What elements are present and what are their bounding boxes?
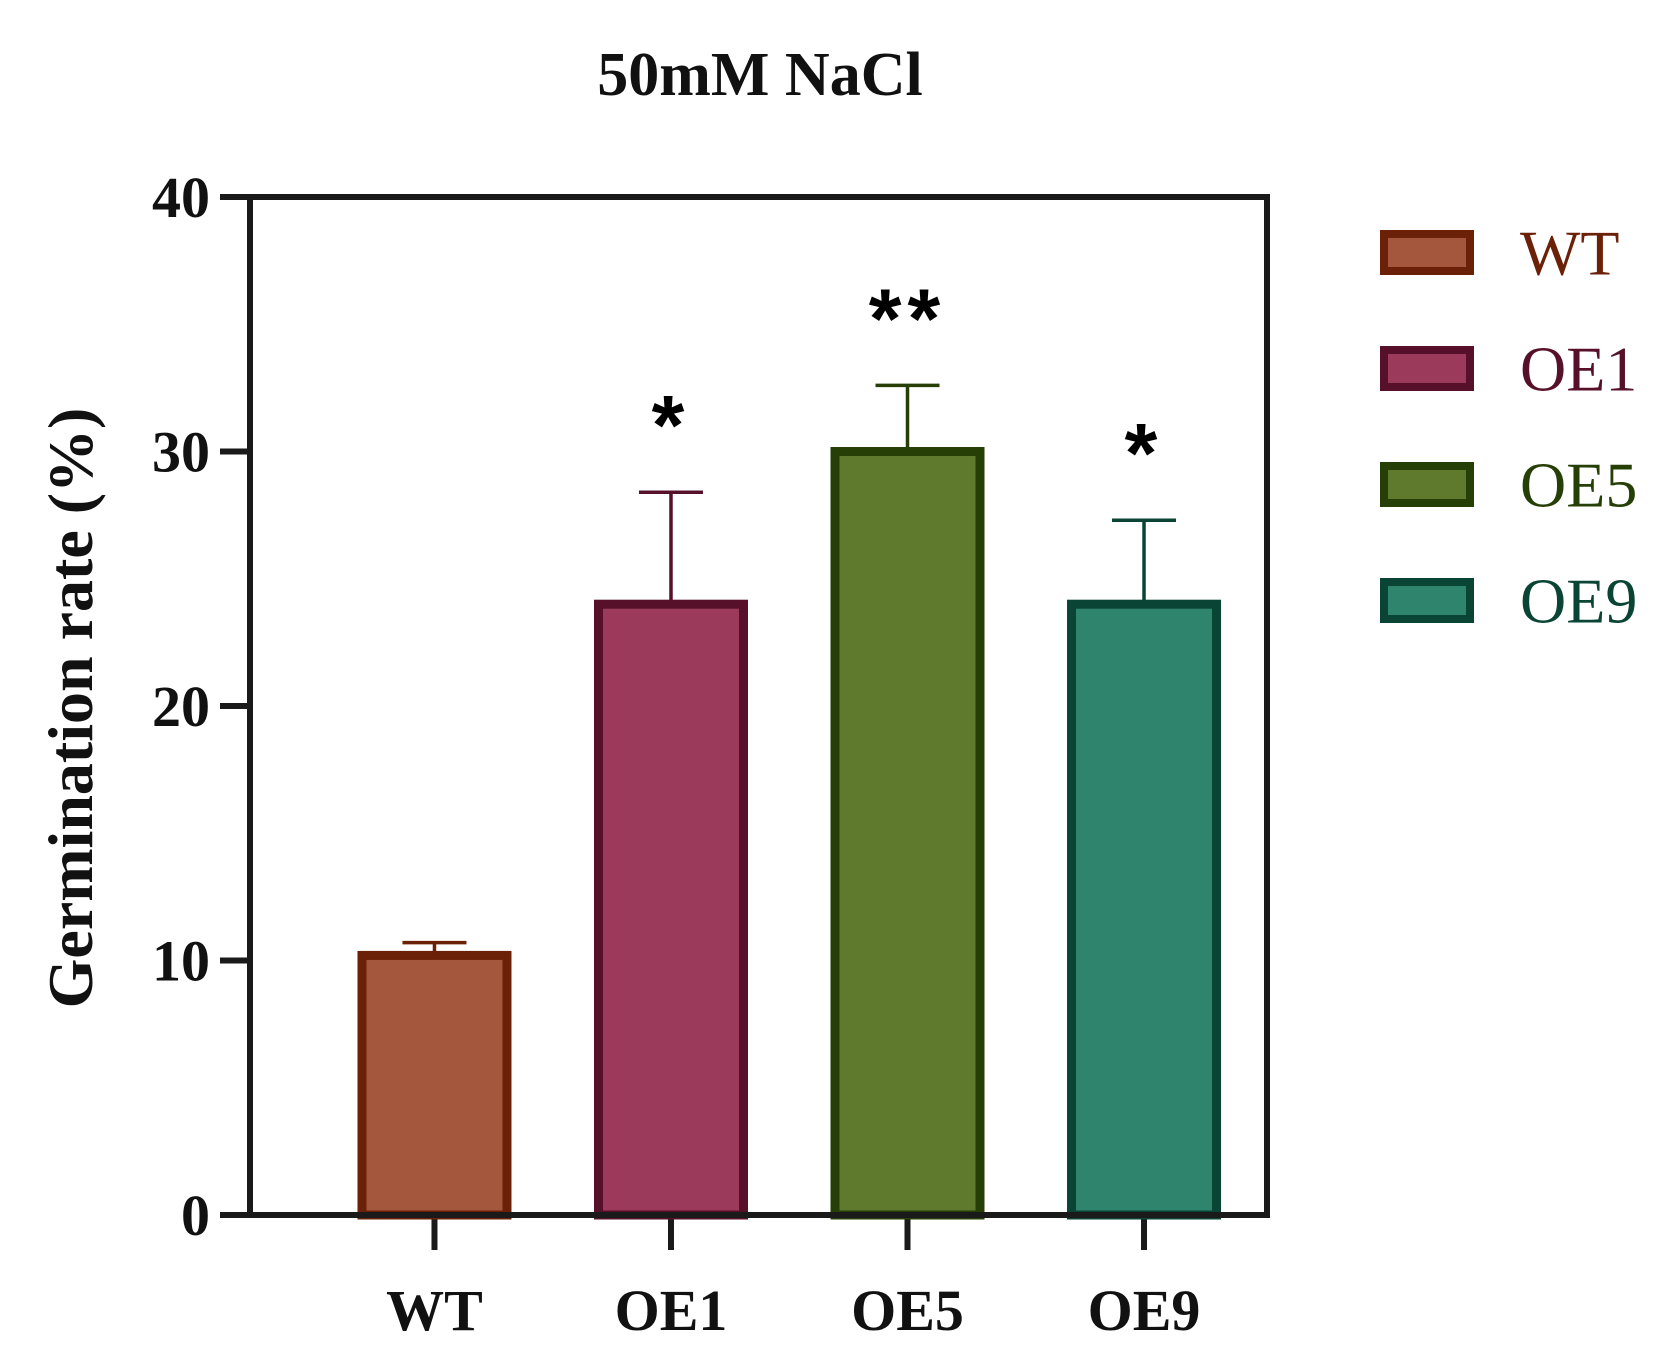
legend-label-oe1: OE1 — [1520, 334, 1637, 405]
legend-label-wt: WT — [1520, 218, 1620, 289]
y-axis-ticks: 0 10 20 30 40 — [152, 165, 250, 1248]
significance-marker: ** — [869, 271, 946, 365]
bar-oe1 — [593, 599, 748, 1220]
x-tick-label: OE5 — [851, 1278, 964, 1343]
significance-layer: **** — [652, 271, 1164, 500]
y-tick-label: 30 — [152, 420, 210, 485]
legend-swatch-wt — [1380, 230, 1474, 275]
significance-marker: * — [1125, 406, 1164, 500]
y-tick-label: 40 — [152, 165, 210, 230]
chart-title: 50mM NaCl — [597, 41, 922, 109]
y-tick-label: 10 — [152, 929, 210, 994]
y-tick-label: 0 — [181, 1183, 210, 1248]
significance-marker: * — [652, 378, 691, 472]
legend-swatch-oe5 — [1380, 462, 1474, 507]
bar-wt — [357, 950, 512, 1220]
x-tick-label: OE1 — [615, 1278, 728, 1343]
y-axis-label: Germination rate (%) — [35, 408, 106, 1009]
bar-oe9 — [1067, 599, 1222, 1220]
legend-label-oe5: OE5 — [1520, 450, 1637, 521]
legend: WT OE1 OE5 OE9 — [1380, 218, 1637, 637]
plot-frame — [247, 194, 1270, 1218]
legend-swatch-oe1 — [1380, 346, 1474, 391]
legend-label-oe9: OE9 — [1520, 566, 1637, 637]
error-bars-layer — [402, 383, 1177, 956]
bar-oe5 — [830, 447, 985, 1220]
x-axis-ticks: WT OE1 OE5 OE9 — [386, 1215, 1200, 1343]
x-tick-label: OE9 — [1088, 1278, 1201, 1343]
x-tick-label: WT — [386, 1278, 483, 1343]
y-tick-label: 20 — [152, 674, 210, 739]
legend-swatch-oe9 — [1380, 578, 1474, 623]
bars-layer — [357, 447, 1222, 1220]
